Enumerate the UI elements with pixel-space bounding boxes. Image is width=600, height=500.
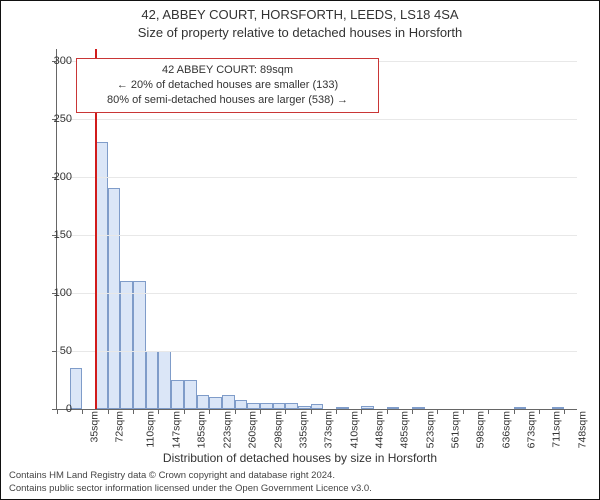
xtick-mark xyxy=(209,409,210,414)
xtick-label: 523sqm xyxy=(424,411,436,448)
chart-title-address: 42, ABBEY COURT, HORSFORTH, LEEDS, LS18 … xyxy=(1,7,599,22)
histogram-bar xyxy=(247,403,260,409)
histogram-bar xyxy=(285,403,298,409)
histogram-bar xyxy=(552,407,565,409)
xtick-mark xyxy=(488,409,489,414)
gridline xyxy=(57,351,577,352)
histogram-bar xyxy=(361,406,374,409)
gridline xyxy=(57,293,577,294)
xtick-mark xyxy=(437,409,438,414)
histogram-bar xyxy=(273,403,286,409)
histogram-bar xyxy=(184,380,197,409)
xtick-mark xyxy=(361,409,362,414)
xtick-mark xyxy=(514,409,515,414)
xtick-mark xyxy=(260,409,261,414)
ytick-label: 200 xyxy=(32,171,72,183)
xtick-mark xyxy=(336,409,337,414)
histogram-bar xyxy=(108,188,121,409)
xtick-label: 673sqm xyxy=(526,411,538,448)
ytick-label: 250 xyxy=(32,113,72,125)
xtick-label: 748sqm xyxy=(576,411,588,448)
histogram-bar xyxy=(158,351,171,409)
ytick-label: 0 xyxy=(32,403,72,415)
xtick-mark xyxy=(564,409,565,414)
gridline xyxy=(57,235,577,236)
xtick-label: 147sqm xyxy=(170,411,182,448)
histogram-bar xyxy=(336,407,349,409)
xtick-mark xyxy=(82,409,83,414)
x-axis-label: Distribution of detached houses by size … xyxy=(1,451,599,465)
xtick-label: 448sqm xyxy=(373,411,385,448)
histogram-bar xyxy=(412,407,425,409)
infobox-line-1: 42 ABBEY COURT: 89sqm xyxy=(85,63,370,78)
histogram-bar xyxy=(197,395,210,409)
histogram-bar xyxy=(222,395,235,409)
xtick-label: 35sqm xyxy=(89,411,101,443)
xtick-label: 636sqm xyxy=(500,411,512,448)
xtick-mark xyxy=(133,409,134,414)
xtick-mark xyxy=(158,409,159,414)
ytick-label: 100 xyxy=(32,287,72,299)
xtick-mark xyxy=(108,409,109,414)
ytick-label: 50 xyxy=(32,345,72,357)
xtick-mark xyxy=(285,409,286,414)
histogram-bar xyxy=(209,397,222,409)
histogram-bar xyxy=(171,380,184,409)
xtick-mark xyxy=(184,409,185,414)
chart-container: 42, ABBEY COURT, HORSFORTH, LEEDS, LS18 … xyxy=(0,0,600,500)
marker-infobox: 42 ABBEY COURT: 89sqm ← 20% of detached … xyxy=(76,58,379,113)
xtick-mark xyxy=(463,409,464,414)
histogram-bar xyxy=(146,351,159,409)
chart-title-subtitle: Size of property relative to detached ho… xyxy=(1,25,599,40)
xtick-label: 561sqm xyxy=(449,411,461,448)
xtick-mark xyxy=(539,409,540,414)
infobox-line-3: 80% of semi-detached houses are larger (… xyxy=(85,93,370,108)
histogram-bar xyxy=(514,407,527,409)
xtick-label: 335sqm xyxy=(297,411,309,448)
footer-line-2: Contains public sector information licen… xyxy=(9,483,591,495)
footer-line-1: Contains HM Land Registry data © Crown c… xyxy=(9,470,591,482)
histogram-bar xyxy=(120,281,133,409)
xtick-label: 373sqm xyxy=(323,411,335,448)
xtick-label: 260sqm xyxy=(247,411,259,448)
gridline xyxy=(57,177,577,178)
ytick-label: 300 xyxy=(32,55,72,67)
footer-attribution: Contains HM Land Registry data © Crown c… xyxy=(9,470,591,495)
ytick-label: 150 xyxy=(32,229,72,241)
xtick-label: 598sqm xyxy=(475,411,487,448)
xtick-label: 410sqm xyxy=(348,411,360,448)
xtick-mark xyxy=(412,409,413,414)
xtick-mark xyxy=(387,409,388,414)
histogram-bar xyxy=(311,404,324,409)
xtick-label: 298sqm xyxy=(272,411,284,448)
xtick-label: 485sqm xyxy=(399,411,411,448)
xtick-label: 72sqm xyxy=(114,411,126,443)
xtick-label: 223sqm xyxy=(221,411,233,448)
histogram-bar xyxy=(235,400,248,409)
xtick-label: 185sqm xyxy=(196,411,208,448)
histogram-bar xyxy=(387,407,400,409)
histogram-bar xyxy=(298,406,311,409)
gridline xyxy=(57,119,577,120)
xtick-mark xyxy=(311,409,312,414)
xtick-mark xyxy=(235,409,236,414)
xtick-label: 711sqm xyxy=(550,411,562,448)
infobox-line-2: ← 20% of detached houses are smaller (13… xyxy=(85,78,370,93)
xtick-label: 110sqm xyxy=(144,411,156,448)
histogram-bar xyxy=(133,281,146,409)
histogram-bar xyxy=(260,403,273,409)
